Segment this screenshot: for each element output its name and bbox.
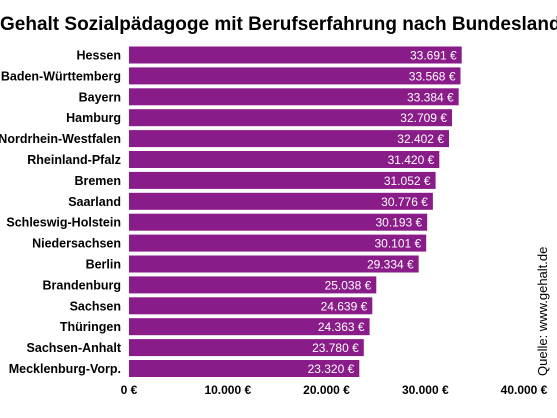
value-label: 33.568 € (409, 69, 456, 83)
value-label: 30.776 € (381, 195, 428, 209)
bar (129, 192, 433, 210)
bar (129, 276, 377, 294)
chart-title: Gehalt Sozialpädagoge mit Berufserfahrun… (0, 14, 557, 35)
category-label: Sachsen-Anhalt (27, 341, 122, 355)
category-label: Hamburg (66, 111, 121, 125)
bar (129, 339, 364, 357)
bar (129, 46, 462, 64)
category-label: Schleswig-Holstein (6, 216, 121, 230)
bar (129, 213, 428, 231)
source-label: Quelle: www.gehalt.de (535, 246, 550, 376)
category-label: Nordrhein-Westfalen (0, 132, 121, 146)
value-label: 33.691 € (410, 49, 457, 63)
value-label: 32.402 € (397, 132, 444, 146)
value-label: 24.639 € (321, 299, 368, 313)
category-label: Baden-Württemberg (1, 69, 121, 83)
value-label: 23.320 € (308, 362, 355, 376)
value-label: 30.193 € (375, 216, 422, 230)
x-tick-label: 30.000 € (402, 383, 449, 397)
bar (129, 67, 461, 85)
category-label: Rheinland-Pfalz (27, 153, 121, 167)
value-label: 25.038 € (325, 278, 372, 292)
category-label: Saarland (68, 195, 121, 209)
bar (129, 318, 370, 336)
value-label: 31.420 € (388, 153, 435, 167)
bar (129, 297, 373, 315)
category-label: Brandenburg (43, 278, 121, 292)
category-label: Hessen (77, 49, 121, 63)
value-label: 30.101 € (374, 237, 421, 251)
x-axis: 0 € 10.000 € 20.000 € 30.000 € 40.000 € (121, 383, 548, 397)
bar (129, 171, 436, 189)
x-tick-label: 20.000 € (303, 383, 350, 397)
category-label: Niedersachsen (32, 237, 121, 251)
value-label: 29.334 € (367, 258, 414, 272)
x-tick-label: 0 € (121, 383, 138, 397)
value-label: 33.384 € (407, 90, 454, 104)
bar (129, 151, 440, 168)
category-label: Sachsen (70, 299, 121, 313)
bars-layer: Hessen 33.691 € Baden-Württemberg 33.568 € B… (0, 46, 462, 377)
bar (129, 109, 452, 127)
category-label: Bayern (79, 90, 121, 104)
value-label: 23.780 € (312, 341, 359, 355)
bar (129, 88, 459, 106)
category-label: Bremen (74, 174, 121, 188)
bar (129, 255, 419, 273)
bar (129, 130, 449, 148)
value-label: 24.363 € (318, 320, 365, 334)
x-tick-label: 40.000 € (501, 383, 548, 397)
category-label: Thüringen (60, 320, 121, 334)
bar (129, 360, 360, 377)
value-label: 31.052 € (384, 174, 431, 188)
x-tick-label: 10.000 € (204, 383, 251, 397)
category-label: Berlin (86, 258, 121, 272)
category-label: Mecklenburg-Vorp. (9, 362, 121, 376)
value-label: 32.709 € (400, 111, 447, 125)
bar (129, 234, 427, 252)
